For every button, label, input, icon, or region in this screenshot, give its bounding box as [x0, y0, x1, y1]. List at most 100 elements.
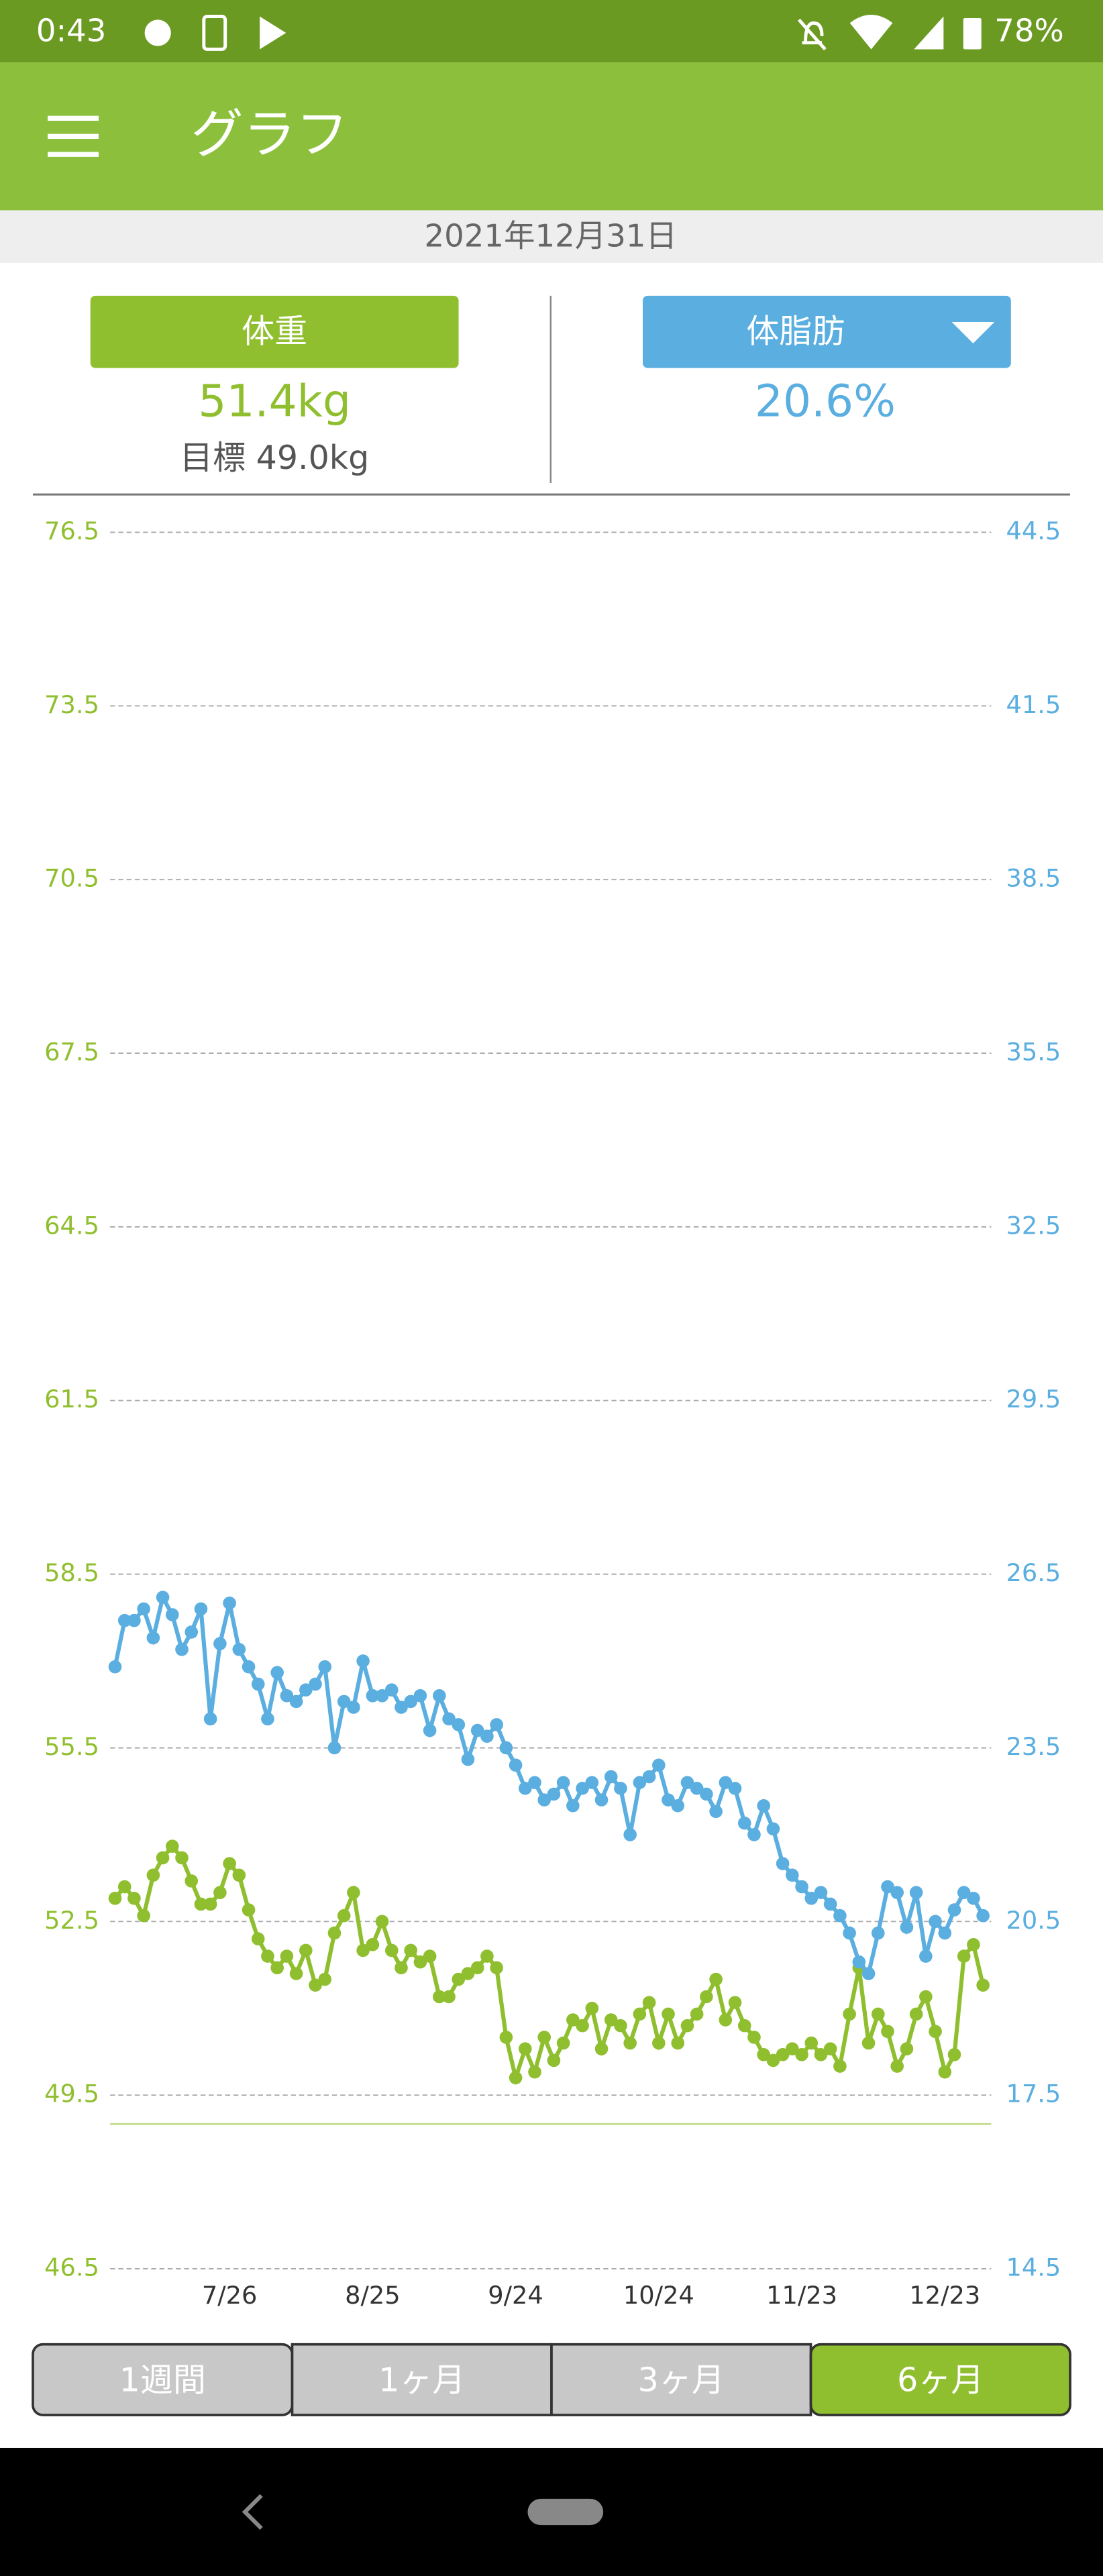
- period-tab-label: 1ヶ月: [378, 2361, 465, 2400]
- data-point: [423, 1949, 437, 1963]
- data-point: [929, 1915, 942, 1929]
- data-point: [309, 1677, 322, 1691]
- data-point: [709, 1972, 723, 1986]
- data-point: [433, 1990, 446, 2004]
- data-point: [728, 1996, 742, 2009]
- y-tick-label: 70.5: [44, 864, 99, 893]
- x-tick-label: 8/25: [345, 2281, 401, 2310]
- period-tab-label: 1週間: [119, 2361, 206, 2400]
- data-point: [537, 1793, 552, 1807]
- data-point: [843, 1926, 856, 1940]
- data-point: [156, 1851, 170, 1865]
- data-point: [384, 1943, 399, 1957]
- data-point: [719, 1776, 733, 1790]
- data-point: [299, 1683, 313, 1697]
- data-point: [938, 2065, 952, 2079]
- data-point: [547, 1787, 561, 1801]
- data-point: [413, 1955, 427, 1969]
- y2-tick-label: 14.5: [1006, 2253, 1061, 2282]
- data-point: [833, 2059, 847, 2073]
- data-point: [747, 2031, 761, 2044]
- data-point: [404, 1695, 417, 1709]
- data-point: [251, 1932, 265, 1946]
- data-point: [900, 1921, 914, 1934]
- x-tick-label: 12/23: [909, 2281, 980, 2310]
- data-point: [737, 2019, 751, 2033]
- data-point: [843, 2007, 856, 2021]
- data-point: [728, 1782, 742, 1795]
- y-tick-label: 55.5: [44, 1732, 99, 1761]
- date-strip: [0, 210, 1103, 263]
- chart: 46.5 49.5 52.5 55.5 58.5 61.5 64.5 67.5 70.5 73.5…: [44, 517, 1061, 2310]
- data-point: [909, 1886, 923, 1899]
- data-point: [356, 1654, 370, 1668]
- battery-level: 78%: [994, 12, 1063, 48]
- data-point: [881, 2025, 894, 2039]
- data-point: [384, 1683, 399, 1697]
- data-point: [614, 1782, 627, 1795]
- data-point: [137, 1909, 150, 1923]
- app-bar: [0, 62, 1103, 211]
- weight-value: 51.4kg: [198, 376, 351, 427]
- date-label: 2021年12月31日: [425, 218, 678, 254]
- data-point: [976, 1978, 990, 1992]
- data-point: [270, 1666, 284, 1680]
- fat-button-label: 体脂肪: [746, 313, 845, 351]
- data-point: [594, 2042, 609, 2055]
- y-tick-label: 67.5: [44, 1038, 99, 1067]
- data-point: [404, 1943, 417, 1957]
- y2-tick-label: 29.5: [1006, 1385, 1061, 1413]
- data-point: [804, 2036, 819, 2050]
- data-point: [786, 1868, 799, 1882]
- fat-button[interactable]: [642, 295, 1011, 368]
- weight-button[interactable]: [90, 295, 459, 368]
- data-point: [833, 1909, 847, 1923]
- y2-tick-label: 17.5: [1006, 2080, 1061, 2108]
- data-point: [518, 1782, 532, 1795]
- data-point: [175, 1642, 189, 1656]
- data-point: [213, 1886, 227, 1899]
- y2-tick-label: 23.5: [1006, 1732, 1061, 1761]
- period-tab[interactable]: [291, 2343, 553, 2416]
- data-point: [967, 1892, 980, 1905]
- settings-icon: [144, 19, 171, 46]
- data-point: [327, 1741, 342, 1755]
- data-point: [452, 1972, 466, 1986]
- data-point: [490, 1961, 503, 1975]
- data-point: [347, 1701, 360, 1714]
- data-point: [117, 1880, 132, 1894]
- x-tick-label: 9/24: [488, 2281, 543, 2310]
- app-icon: [202, 15, 227, 51]
- data-point: [261, 1712, 274, 1726]
- data-point: [757, 2047, 770, 2061]
- data-point: [470, 1723, 484, 1737]
- data-point: [442, 1712, 456, 1726]
- data-point: [947, 2047, 961, 2061]
- home-button[interactable]: [527, 2498, 604, 2526]
- data-point: [108, 1892, 122, 1905]
- period-tab[interactable]: [809, 2343, 1071, 2416]
- data-point: [528, 1776, 541, 1790]
- data-point: [461, 1967, 475, 1980]
- data-point: [366, 1689, 380, 1703]
- data-point: [499, 1741, 513, 1755]
- data-point: [547, 2053, 561, 2068]
- data-point: [766, 1822, 780, 1836]
- menu-button[interactable]: [48, 115, 99, 157]
- data-point: [576, 2019, 589, 2033]
- data-point: [804, 1892, 819, 1905]
- data-point: [890, 1886, 904, 1899]
- data-point: [690, 1782, 704, 1795]
- data-point: [709, 1805, 723, 1819]
- status-bar: [0, 0, 1103, 63]
- play-icon: [260, 16, 286, 50]
- data-point: [633, 1776, 647, 1790]
- back-button[interactable]: [242, 2493, 263, 2530]
- data-point: [871, 1926, 885, 1940]
- y2-tick-label: 38.5: [1006, 864, 1061, 893]
- data-point: [175, 1851, 189, 1865]
- data-point: [861, 2036, 876, 2050]
- data-point: [662, 1793, 675, 1807]
- data-point: [185, 1625, 199, 1639]
